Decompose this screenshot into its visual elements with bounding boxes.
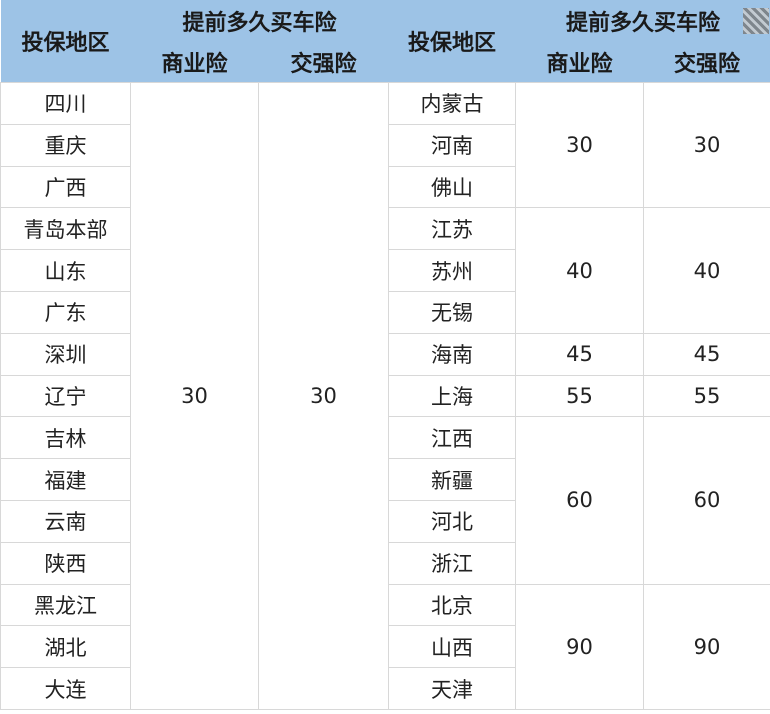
commercial-days-cell: 45	[515, 332, 645, 376]
header-commercial-left: 商业险	[130, 41, 259, 83]
region-cell: 福建	[0, 458, 131, 501]
region-cell: 河南	[388, 123, 517, 167]
region-cell: 无锡	[388, 290, 517, 334]
header-commercial-right: 商业险	[515, 41, 644, 83]
table-row: 辽宁 上海 55 55	[0, 374, 770, 418]
region-cell: 江苏	[388, 207, 517, 251]
region-cell: 海南	[388, 332, 517, 376]
region-cell: 深圳	[0, 332, 131, 376]
commercial-days-cell: 30	[515, 81, 645, 209]
region-cell: 辽宁	[0, 374, 131, 418]
compulsory-days-cell: 30	[257, 82, 390, 710]
region-cell: 新疆	[388, 458, 517, 501]
table-row: 大连 天津	[0, 667, 770, 710]
compulsory-days-cell: 60	[643, 416, 770, 585]
table-row: 湖北 山西	[0, 625, 770, 669]
region-cell: 吉林	[0, 416, 131, 460]
region-cell: 山西	[388, 625, 517, 669]
region-cell: 河北	[388, 499, 517, 543]
table-row: 广东 无锡	[0, 290, 770, 334]
header-region-left: 投保地区	[0, 0, 131, 83]
table-row: 福建 新疆	[0, 458, 770, 501]
table-body: 四川 30 30 内蒙古 30 30 重庆 河南 广西 佛山 青岛本部 江苏 40 40 山东 苏州 广东 无锡深…	[0, 81, 770, 710]
table-row: 云南 河北	[0, 499, 770, 543]
table-row: 深圳 海南 45 45	[0, 332, 770, 376]
region-cell: 北京	[388, 583, 517, 627]
region-cell: 广西	[0, 165, 131, 209]
header-advance-right: 提前多久买车险	[515, 0, 770, 41]
region-cell: 上海	[388, 374, 517, 418]
region-cell: 云南	[0, 499, 131, 543]
table-row: 山东 苏州	[0, 249, 770, 292]
region-cell: 浙江	[388, 541, 517, 585]
region-cell: 佛山	[388, 165, 517, 209]
commercial-days-cell: 55	[515, 374, 645, 418]
table-row: 青岛本部 江苏 40 40	[0, 207, 770, 334]
commercial-days-cell: 60	[515, 416, 645, 585]
region-cell: 湖北	[0, 625, 131, 669]
compulsory-days-cell: 30	[643, 81, 770, 209]
region-cell: 山东	[0, 249, 131, 292]
table-row: 重庆 河南	[0, 123, 770, 167]
region-cell: 四川	[0, 82, 131, 125]
region-cell: 黑龙江	[0, 583, 131, 627]
region-cell: 大连	[0, 667, 131, 710]
region-cell: 天津	[388, 667, 517, 710]
compulsory-days-cell: 90	[643, 583, 770, 710]
region-cell: 青岛本部	[0, 207, 131, 251]
region-cell: 重庆	[0, 123, 131, 167]
commercial-days-cell: 90	[515, 583, 645, 710]
region-cell: 陕西	[0, 541, 131, 585]
table-row: 吉林 江西 60 60	[0, 416, 770, 585]
compulsory-days-cell: 55	[643, 374, 770, 418]
header-compulsory-right: 交强险	[643, 41, 770, 83]
compulsory-days-cell: 45	[643, 332, 770, 376]
table-row: 黑龙江 北京 90 90	[0, 583, 770, 710]
region-cell: 苏州	[388, 249, 517, 292]
region-cell: 内蒙古	[388, 82, 517, 125]
compulsory-days-cell: 40	[643, 207, 770, 334]
table-row: 四川 30 30 内蒙古 30 30	[0, 81, 770, 710]
header-region-right: 投保地区	[388, 0, 516, 83]
region-cell: 江西	[388, 416, 517, 460]
header-compulsory-left: 交强险	[258, 41, 389, 83]
region-cell: 广东	[0, 290, 131, 334]
qr-code-icon	[742, 8, 769, 34]
commercial-days-cell: 30	[130, 82, 259, 710]
header-advance-left: 提前多久买车险	[130, 0, 389, 41]
header-advance-right-label: 提前多久买车险	[566, 10, 721, 36]
commercial-days-cell: 40	[515, 207, 645, 334]
